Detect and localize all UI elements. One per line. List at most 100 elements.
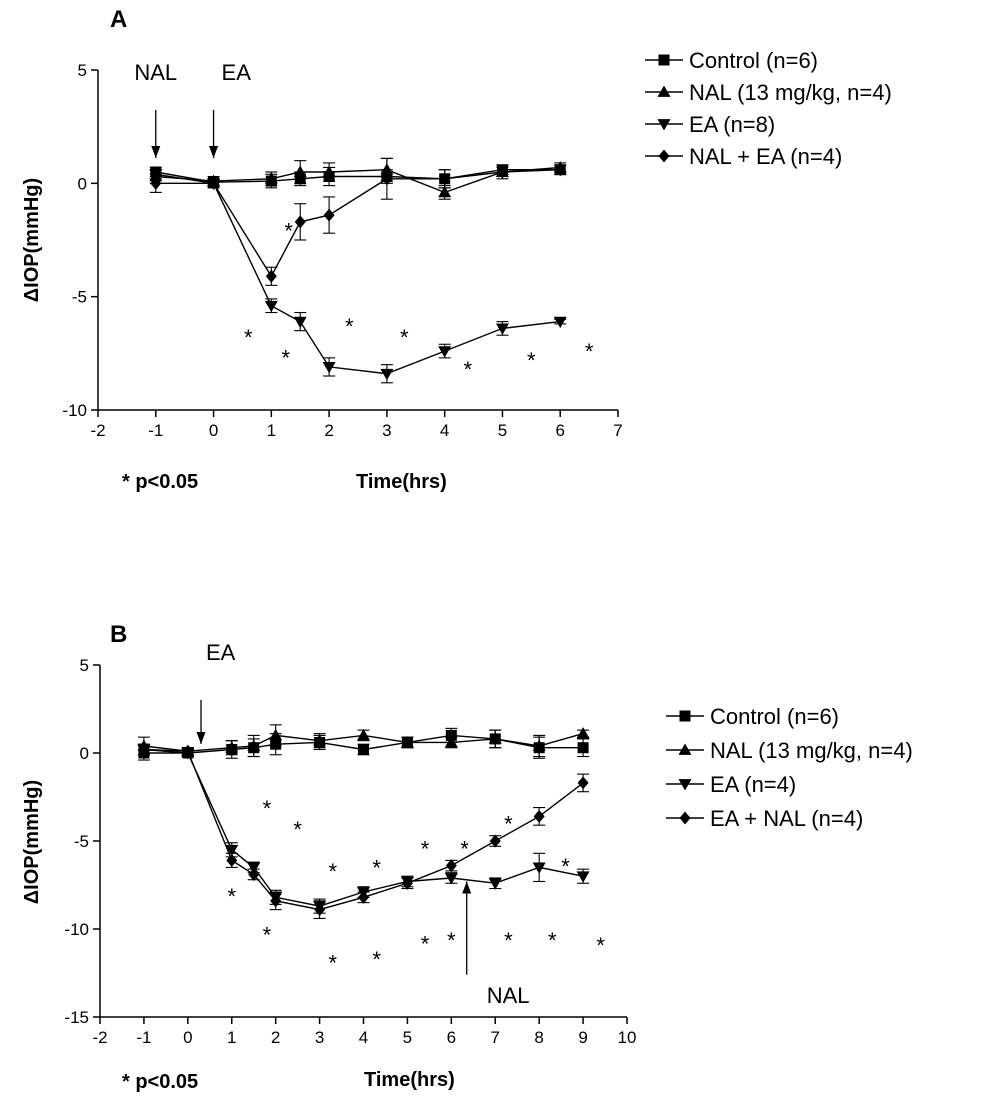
arrow-head <box>209 146 219 158</box>
legend-entry: EA (n=4) <box>666 772 796 797</box>
series-3 <box>149 169 567 384</box>
panel-label: A <box>110 6 127 33</box>
x-tick-label: 10 <box>618 1028 637 1047</box>
data-point <box>439 172 451 186</box>
arrow-nal: NAL <box>462 881 530 1008</box>
legend-entry: EA + NAL (n=4) <box>666 806 863 831</box>
y-tick-label: 0 <box>78 174 87 193</box>
significance-star: * <box>504 812 513 837</box>
x-tick-label: -1 <box>148 421 163 440</box>
significance-star: * <box>463 357 472 382</box>
significance-star: * <box>372 947 381 972</box>
data-point <box>445 859 457 873</box>
arrow-ea: EA <box>196 640 236 744</box>
data-point <box>445 729 457 741</box>
data-point <box>270 894 282 908</box>
series-line <box>143 748 584 907</box>
y-tick-label: -10 <box>62 401 87 420</box>
legend: Control (n=6) NAL (13 mg/kg, n=4) EA (n=4)… <box>666 704 913 831</box>
significance-star: * <box>293 817 302 842</box>
legend-entry: EA (n=8) <box>645 112 775 137</box>
data-point <box>438 185 452 198</box>
data-point <box>380 368 394 381</box>
data-point <box>293 165 307 177</box>
arrow-label: EA <box>206 640 236 665</box>
data-point <box>247 739 261 751</box>
x-tick-label: 4 <box>440 421 449 440</box>
data-point <box>576 727 590 739</box>
data-point <box>489 834 501 848</box>
data-point <box>358 743 369 755</box>
data-point <box>554 163 566 177</box>
data-point <box>357 728 370 741</box>
legend-marker <box>678 779 692 791</box>
data-point <box>225 741 239 753</box>
significance-star: * <box>421 836 430 861</box>
data-point <box>577 742 589 754</box>
series-line <box>143 732 584 752</box>
x-tick-label: -2 <box>90 421 105 440</box>
significance-star: * <box>372 856 381 881</box>
data-point <box>226 853 238 867</box>
legend-label: EA (n=4) <box>710 772 796 797</box>
significance-star: * <box>345 314 354 339</box>
x-tick-label: 5 <box>498 421 507 440</box>
data-point <box>444 873 458 885</box>
data-point <box>248 867 260 881</box>
data-point <box>532 739 546 751</box>
x-tick-label: 7 <box>613 421 622 440</box>
legend: Control (n=6) NAL (13 mg/kg, n=4) EA (n=8)… <box>645 48 892 169</box>
y-tick-label: -10 <box>64 920 89 939</box>
significance-star: * <box>400 325 409 350</box>
data-point <box>323 208 335 222</box>
data-point <box>182 744 194 758</box>
x-tick-label: 0 <box>209 421 218 440</box>
panel-a: A50-5-10-2 -1 0 1 2 3 4 5 6 7ΔIOP(mmHg)Time(hrs)*… <box>21 6 892 493</box>
data-point <box>444 735 458 748</box>
arrow-ea: EA <box>209 60 251 158</box>
data-point <box>577 776 589 790</box>
series-2 <box>137 724 590 758</box>
legend-label: Control (n=6) <box>710 704 839 729</box>
y-tick-label: 5 <box>80 656 89 675</box>
data-point <box>314 903 326 917</box>
significance-star: * <box>447 928 456 953</box>
x-tick-label: 8 <box>534 1028 543 1047</box>
arrow-label: NAL <box>487 983 530 1008</box>
series-4 <box>149 157 567 286</box>
x-tick-label: 6 <box>555 421 564 440</box>
x-axis-label: Time(hrs) <box>364 1069 455 1091</box>
x-tick-label: 6 <box>447 1028 456 1047</box>
x-tick-label: 2 <box>324 421 333 440</box>
data-point <box>264 172 278 184</box>
significance-star: * <box>561 854 570 879</box>
legend-marker <box>678 743 692 755</box>
data-point <box>488 732 502 744</box>
significance-star: * <box>263 923 272 948</box>
data-point <box>264 300 278 313</box>
y-tick-label: 0 <box>80 744 89 763</box>
legend-label: NAL + EA (n=4) <box>689 144 842 169</box>
significance-star: * <box>596 933 605 958</box>
arrow-head <box>151 146 161 158</box>
significance-note: * p<0.05 <box>122 471 198 493</box>
legend-label: Control (n=6) <box>689 48 818 73</box>
legend-entry: NAL (13 mg/kg, n=4) <box>645 80 892 105</box>
legend-label: EA (n=8) <box>689 112 775 137</box>
series-line <box>143 748 584 911</box>
x-tick-label: -2 <box>92 1028 107 1047</box>
data-point <box>294 215 306 229</box>
data-point <box>496 165 508 179</box>
legend-entry: NAL (13 mg/kg, n=4) <box>666 738 913 763</box>
significance-star: * <box>548 928 557 953</box>
legend-marker <box>679 811 691 825</box>
significance-star: * <box>227 884 236 909</box>
legend-marker <box>657 85 671 97</box>
data-point <box>138 742 150 756</box>
arrow-label: NAL <box>134 60 177 85</box>
data-point <box>322 165 336 177</box>
significance-star: * <box>263 796 272 821</box>
significance-star: * <box>328 859 337 884</box>
data-point <box>401 876 413 890</box>
